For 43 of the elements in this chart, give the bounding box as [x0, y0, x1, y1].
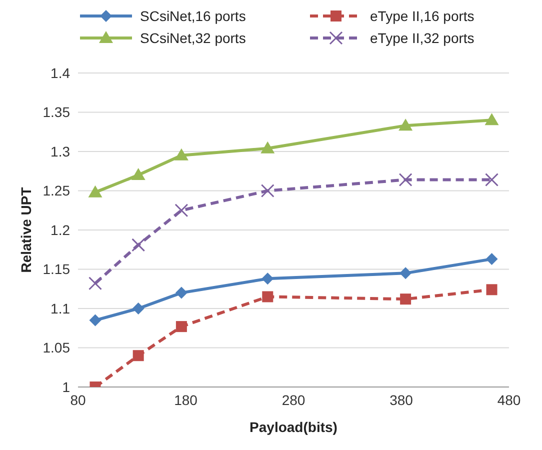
point: [484, 113, 499, 126]
point: [400, 267, 412, 280]
y-tick-label: 1.05: [42, 340, 70, 356]
point: [174, 148, 188, 160]
legend-label: eType II,16 ports: [370, 8, 474, 24]
point: [88, 185, 102, 198]
y-tick-label: 1: [62, 378, 70, 395]
point: [398, 173, 412, 187]
y-tick-label: 1.1: [50, 300, 70, 316]
point: [175, 286, 188, 299]
legend-label: eType II,32 ports: [370, 30, 474, 46]
legend-label: SCsiNet,32 ports: [140, 30, 246, 46]
y-tick-label: 1.15: [42, 261, 70, 278]
point: [485, 173, 499, 187]
point: [260, 184, 274, 198]
point: [486, 284, 498, 296]
y-tick-label: 1.4: [50, 64, 70, 81]
y-tick-label: 1.35: [42, 104, 70, 120]
y-tick-label: 1.2: [50, 222, 70, 238]
point: [486, 253, 498, 266]
y-tick-label: 1.25: [42, 182, 70, 199]
point: [262, 272, 274, 285]
x-tick-label: 480: [497, 392, 521, 408]
point: [131, 168, 146, 180]
x-tick-label: 80: [70, 392, 86, 408]
point: [132, 238, 146, 252]
y-axis-title: Relative UPT: [18, 186, 34, 273]
point: [132, 350, 144, 362]
point: [174, 204, 188, 218]
x-tick-label: 280: [282, 392, 306, 408]
point: [89, 314, 102, 326]
x-axis-title: Payload(bits): [250, 419, 338, 435]
point: [400, 294, 412, 305]
point: [88, 276, 102, 290]
point: [398, 118, 413, 131]
legend-label: SCsiNet,16 ports: [140, 8, 246, 24]
y-tick-label: 1.3: [50, 143, 70, 160]
x-tick-label: 380: [390, 392, 414, 408]
point: [260, 141, 275, 154]
x-tick-label: 180: [174, 392, 198, 408]
point: [262, 291, 274, 302]
point: [176, 321, 187, 332]
point: [132, 302, 144, 314]
